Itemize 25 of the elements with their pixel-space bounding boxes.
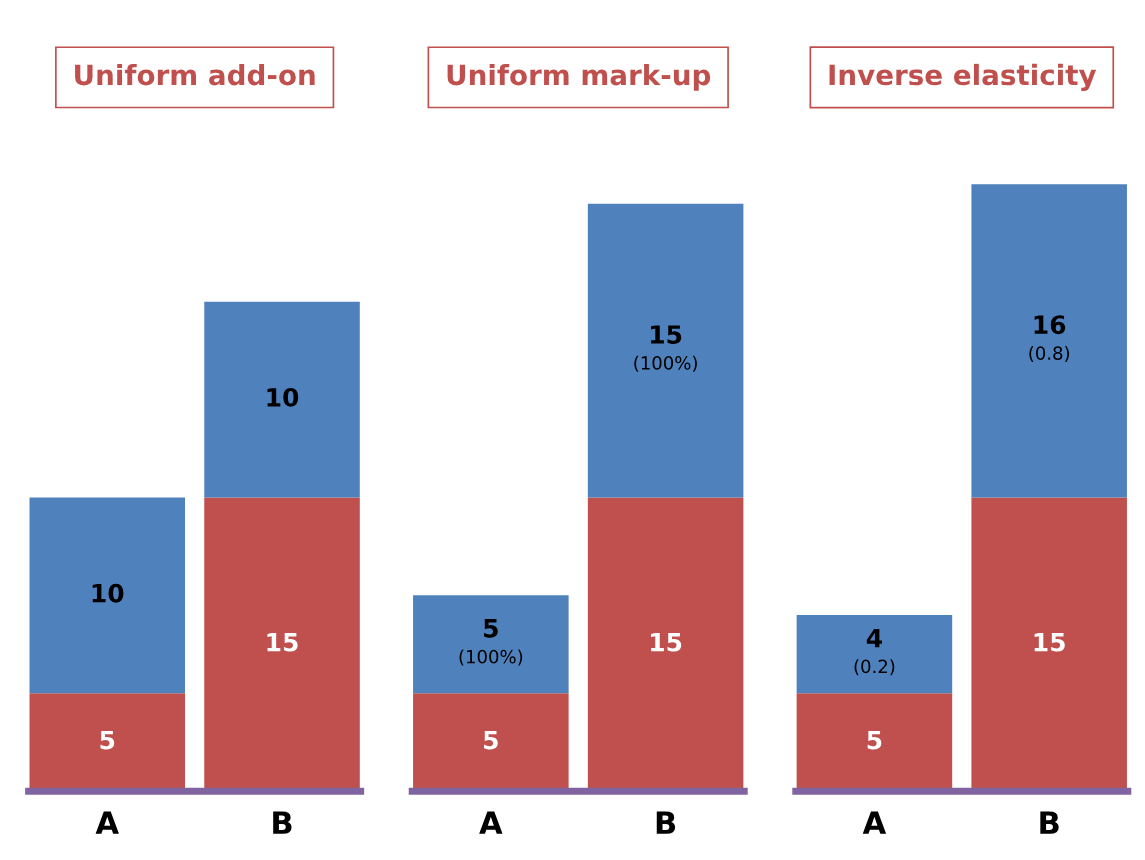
- x-tick-label: B: [273, 811, 292, 834]
- bar: [413, 595, 569, 694]
- data-label: 15 (100%): [634, 325, 697, 372]
- x-tick-label: B: [656, 811, 676, 834]
- x-tick-label: A: [95, 811, 119, 834]
- data-label: 5: [484, 730, 498, 750]
- data-label: 15: [1034, 633, 1065, 652]
- data-label: 4 (0.2): [854, 628, 895, 676]
- x-tick-label: A: [479, 811, 503, 834]
- chart-title: Uniform mark-up: [447, 63, 711, 91]
- data-label: 5 (100%): [459, 619, 523, 666]
- bar: [971, 184, 1127, 498]
- data-label: 10: [92, 583, 124, 603]
- data-label: 16 (0.8): [1029, 315, 1070, 363]
- bar: [796, 614, 953, 694]
- data-label: 15: [267, 633, 298, 652]
- data-label: 5: [867, 730, 882, 750]
- data-label: 5: [100, 730, 115, 750]
- x-tick-label: A: [862, 811, 887, 834]
- data-label: 10: [267, 387, 299, 407]
- data-label: 15: [651, 633, 682, 652]
- chart-title: Uniform add-on: [75, 63, 315, 86]
- x-tick-label: B: [1040, 811, 1059, 834]
- bar: [587, 203, 744, 498]
- chart-title: Inverse elasticity: [829, 63, 1097, 91]
